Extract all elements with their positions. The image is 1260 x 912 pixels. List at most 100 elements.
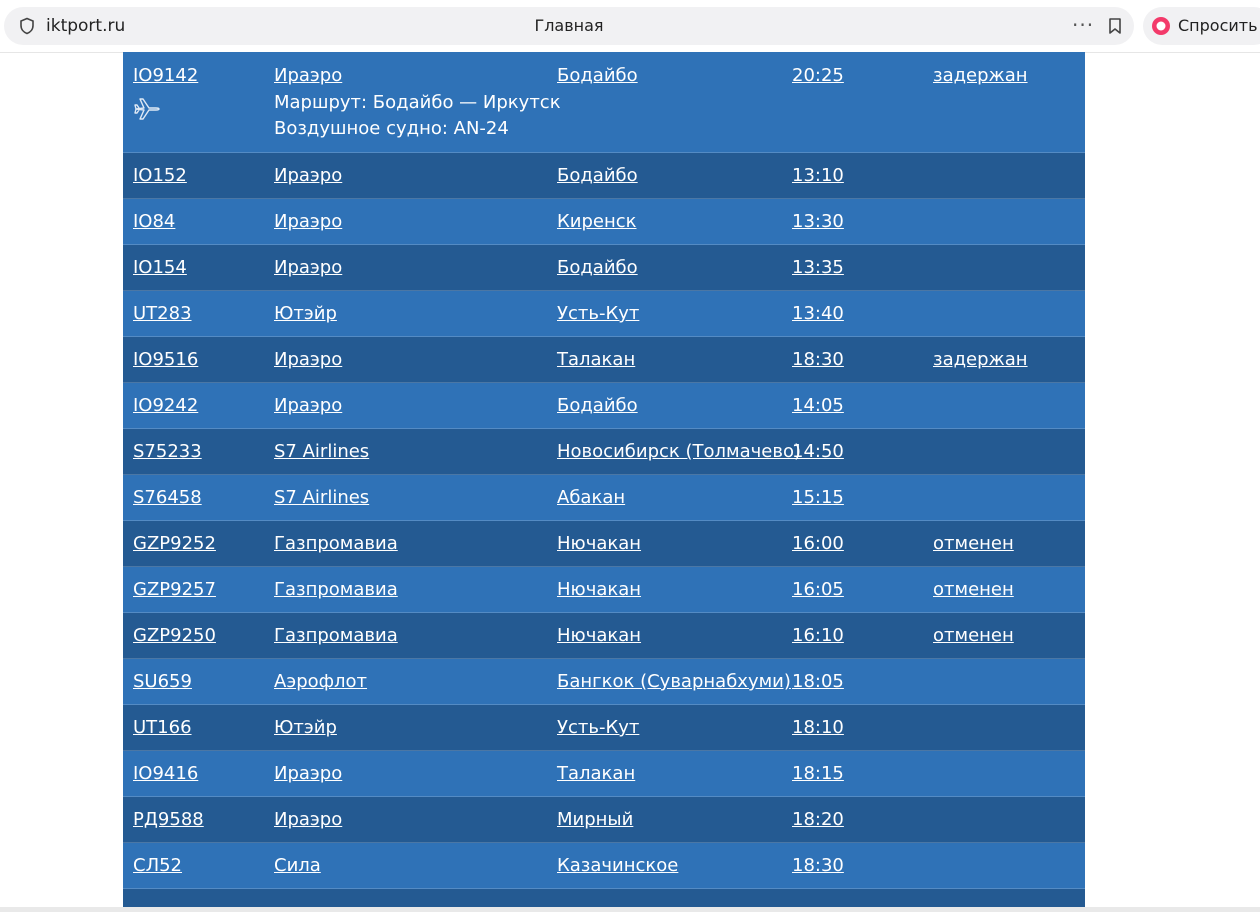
table-row: IO9416 Ираэро Талакан 18:15 <box>123 751 1085 797</box>
destination-link[interactable]: Нючакан <box>557 533 642 554</box>
airline-link[interactable]: S7 Airlines <box>274 487 370 508</box>
airline-link[interactable]: Сила <box>274 855 321 876</box>
destination-link[interactable]: Усть-Кут <box>557 717 640 738</box>
time-link[interactable]: 18:30 <box>792 855 844 876</box>
status-link[interactable]: задержан <box>933 349 1028 370</box>
ask-button[interactable]: Спросить <box>1143 7 1260 45</box>
destination-link[interactable]: Талакан <box>557 763 636 784</box>
flight-number-link[interactable]: СЛ52 <box>133 855 183 876</box>
status-link[interactable]: задержан <box>933 65 1028 86</box>
destination-link[interactable]: Новосибирск (Толмачево) <box>557 441 801 462</box>
shield-icon[interactable] <box>18 17 36 35</box>
horizontal-scrollbar[interactable] <box>0 907 1260 912</box>
time-link[interactable]: 18:30 <box>792 349 844 370</box>
status-link[interactable]: отменен <box>933 625 1014 646</box>
flight-number-link[interactable]: IO84 <box>133 211 176 232</box>
flight-number-link[interactable]: IO9242 <box>133 395 199 416</box>
destination-link[interactable]: Казачинское <box>557 855 679 876</box>
alice-logo-icon <box>1152 17 1170 35</box>
flight-number-link[interactable]: SU659 <box>133 671 192 692</box>
flights-table: IO9142 Ираэро Бодайбо 20:25 задержан Мар… <box>123 52 1085 912</box>
time-link[interactable]: 16:00 <box>792 533 844 554</box>
table-row: РД9588 Ираэро Мирный 18:20 <box>123 797 1085 843</box>
destination-link[interactable]: Бодайбо <box>557 395 638 416</box>
destination-link[interactable]: Бангкок (Суварнабхуми) <box>557 671 791 692</box>
table-row: GZP9257 Газпромавиа Нючакан 16:05 отмене… <box>123 567 1085 613</box>
table-row: GZP9250 Газпромавиа Нючакан 16:10 отмене… <box>123 613 1085 659</box>
flight-number-link[interactable]: IO9516 <box>133 349 199 370</box>
status-link[interactable]: отменен <box>933 533 1014 554</box>
flight-number-link[interactable]: GZP9250 <box>133 625 216 646</box>
airline-link[interactable]: S7 Airlines <box>274 441 370 462</box>
airline-link[interactable]: Ютэйр <box>274 303 337 324</box>
destination-link[interactable]: Бодайбо <box>557 257 638 278</box>
destination-link[interactable]: Талакан <box>557 349 636 370</box>
address-domain[interactable]: iktport.ru <box>46 16 126 36</box>
time-link[interactable]: 18:15 <box>792 763 844 784</box>
destination-link[interactable]: Бодайбо <box>557 165 638 186</box>
destination-link[interactable]: Нючакан <box>557 579 642 600</box>
airline-link[interactable]: Ираэро <box>274 257 343 278</box>
browser-toolbar: iktport.ru Главная ··· Спросить <box>0 0 1260 53</box>
airline-link[interactable]: Ираэро <box>274 165 343 186</box>
time-link[interactable]: 20:25 <box>792 65 844 86</box>
status-link[interactable]: отменен <box>933 579 1014 600</box>
time-link[interactable]: 15:15 <box>792 487 844 508</box>
flight-number-link[interactable]: S76458 <box>133 487 202 508</box>
flight-number-link[interactable]: GZP9257 <box>133 579 216 600</box>
flight-number-link[interactable]: IO154 <box>133 257 187 278</box>
time-link[interactable]: 18:20 <box>792 809 844 830</box>
destination-link[interactable]: Нючакан <box>557 625 642 646</box>
time-link[interactable]: 13:10 <box>792 165 844 186</box>
destination-link[interactable]: Мирный <box>557 809 634 830</box>
airline-link[interactable]: Газпромавиа <box>274 579 398 600</box>
airline-link[interactable]: Газпромавиа <box>274 625 398 646</box>
table-row: СЛ52 Сила Казачинское 18:30 <box>123 843 1085 889</box>
destination-link[interactable]: Бодайбо <box>557 65 638 86</box>
destination-link[interactable]: Усть-Кут <box>557 303 640 324</box>
flight-number-link[interactable]: UT283 <box>133 303 192 324</box>
plane-icon <box>134 98 160 120</box>
time-link[interactable]: 13:40 <box>792 303 844 324</box>
address-bar[interactable]: iktport.ru Главная ··· <box>4 7 1134 45</box>
tab-title: Главная <box>534 16 604 35</box>
destination-link[interactable]: Киренск <box>557 211 637 232</box>
table-row: SU659 Аэрофлот Бангкок (Суварнабхуми) 18… <box>123 659 1085 705</box>
flight-number-link[interactable]: РД9588 <box>133 809 204 830</box>
airline-link[interactable]: Ираэро <box>274 65 343 86</box>
time-link[interactable]: 14:05 <box>792 395 844 416</box>
airline-link[interactable]: Ютэйр <box>274 717 337 738</box>
table-row-partial <box>123 889 1085 912</box>
airline-link[interactable]: Ираэро <box>274 763 343 784</box>
airline-link[interactable]: Ираэро <box>274 395 343 416</box>
table-row: GZP9252 Газпромавиа Нючакан 16:00 отмене… <box>123 521 1085 567</box>
time-link[interactable]: 16:10 <box>792 625 844 646</box>
time-link[interactable]: 14:50 <box>792 441 844 462</box>
ask-label: Спросить <box>1178 16 1258 35</box>
airline-link[interactable]: Ираэро <box>274 211 343 232</box>
time-link[interactable]: 18:10 <box>792 717 844 738</box>
airline-link[interactable]: Газпромавиа <box>274 533 398 554</box>
time-link[interactable]: 18:05 <box>792 671 844 692</box>
flight-number-link[interactable]: IO9142 <box>133 65 199 86</box>
airline-link[interactable]: Ираэро <box>274 349 343 370</box>
flight-number-link[interactable]: UT166 <box>133 717 192 738</box>
flight-number-link[interactable]: IO152 <box>133 165 187 186</box>
dots-icon[interactable]: ··· <box>1072 13 1095 37</box>
time-link[interactable]: 16:05 <box>792 579 844 600</box>
airline-link[interactable]: Ираэро <box>274 809 343 830</box>
time-link[interactable]: 13:35 <box>792 257 844 278</box>
table-row: IO9516 Ираэро Талакан 18:30 задержан <box>123 337 1085 383</box>
airline-link[interactable]: Аэрофлот <box>274 671 368 692</box>
table-row: UT166 Ютэйр Усть-Кут 18:10 <box>123 705 1085 751</box>
flight-number-link[interactable]: S75233 <box>133 441 202 462</box>
flight-number-link[interactable]: IO9416 <box>133 763 199 784</box>
destination-link[interactable]: Абакан <box>557 487 626 508</box>
table-row: S76458 S7 Airlines Абакан 15:15 <box>123 475 1085 521</box>
table-row: UT283 Ютэйр Усть-Кут 13:40 <box>123 291 1085 337</box>
bookmark-icon[interactable] <box>1106 17 1124 35</box>
table-row: IO154 Ираэро Бодайбо 13:35 <box>123 245 1085 291</box>
table-row: IO84 Ираэро Киренск 13:30 <box>123 199 1085 245</box>
flight-number-link[interactable]: GZP9252 <box>133 533 216 554</box>
time-link[interactable]: 13:30 <box>792 211 844 232</box>
